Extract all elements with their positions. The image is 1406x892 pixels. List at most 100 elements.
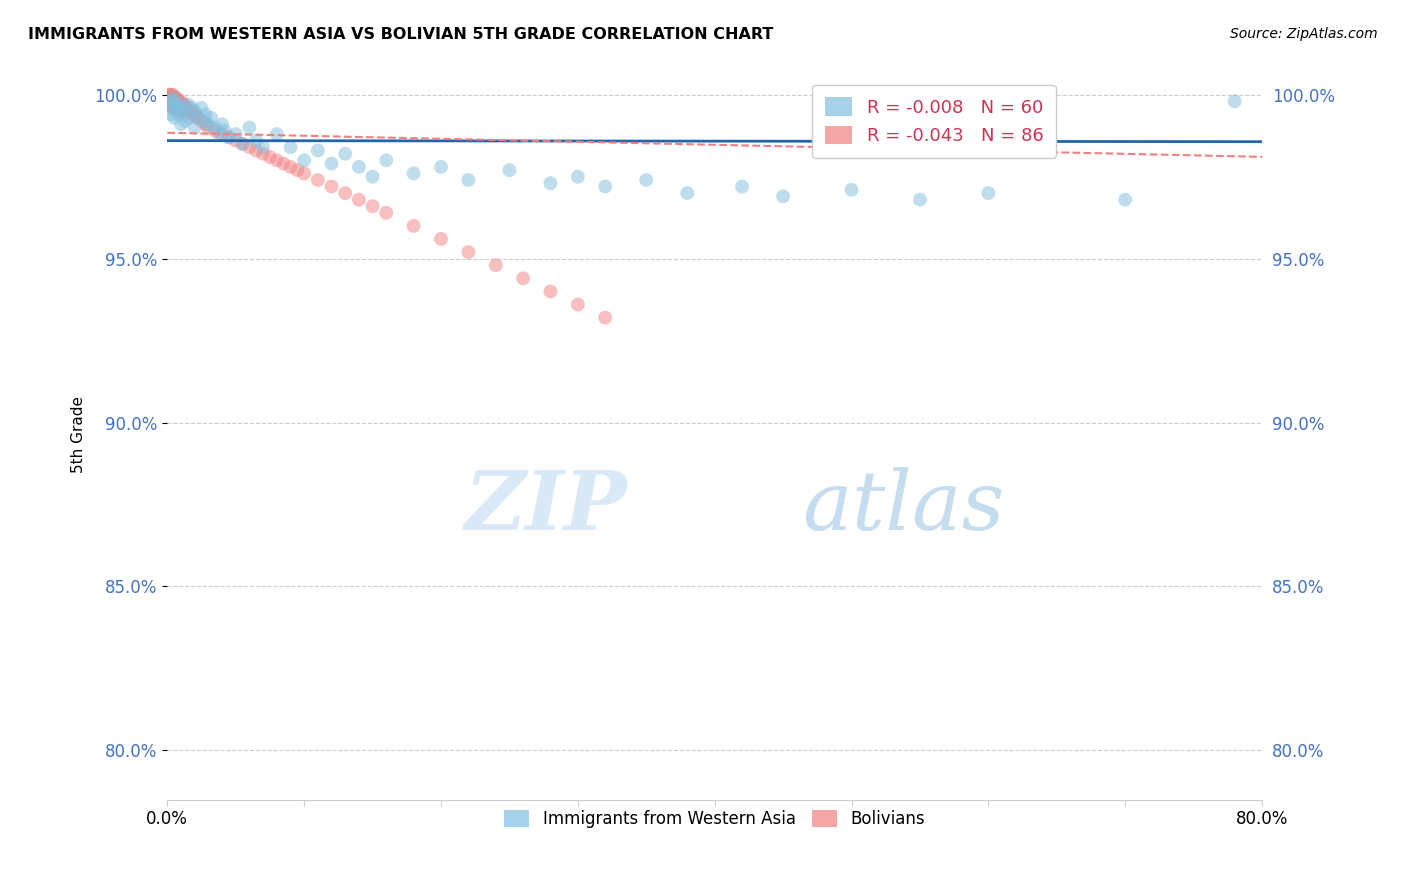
Point <box>167 95 190 109</box>
Text: atlas: atlas <box>803 467 1005 547</box>
Point <box>162 91 184 105</box>
Point <box>179 104 201 119</box>
Point <box>190 101 212 115</box>
Point <box>273 156 295 170</box>
Point <box>179 111 201 125</box>
Point <box>160 97 183 112</box>
Point <box>214 124 236 138</box>
Point <box>540 176 562 190</box>
Point <box>252 140 274 154</box>
Point <box>157 95 180 109</box>
Point <box>1223 95 1246 109</box>
Point <box>402 166 425 180</box>
Point <box>160 91 183 105</box>
Text: ZIP: ZIP <box>464 467 627 547</box>
Point <box>375 153 398 168</box>
Point <box>162 101 184 115</box>
Point <box>174 101 197 115</box>
Point <box>181 101 204 115</box>
Point <box>159 101 181 115</box>
Point <box>232 136 254 151</box>
Point <box>218 130 240 145</box>
Point <box>676 186 699 200</box>
Point <box>177 101 200 115</box>
Point <box>194 107 217 121</box>
Point <box>183 120 205 135</box>
Point <box>636 173 658 187</box>
Point <box>166 104 188 119</box>
Text: Source: ZipAtlas.com: Source: ZipAtlas.com <box>1230 27 1378 41</box>
Point <box>841 183 863 197</box>
Point <box>245 134 267 148</box>
Point <box>485 258 508 272</box>
Point <box>197 117 219 131</box>
Point <box>163 97 186 112</box>
Point <box>169 107 191 121</box>
Point <box>200 111 222 125</box>
Point <box>162 91 184 105</box>
Point <box>540 285 562 299</box>
Point <box>169 97 191 112</box>
Point <box>173 104 195 119</box>
Text: IMMIGRANTS FROM WESTERN ASIA VS BOLIVIAN 5TH GRADE CORRELATION CHART: IMMIGRANTS FROM WESTERN ASIA VS BOLIVIAN… <box>28 27 773 42</box>
Point <box>190 114 212 128</box>
Point <box>167 101 190 115</box>
Point <box>183 107 205 121</box>
Point <box>170 97 193 112</box>
Point <box>1114 193 1136 207</box>
Point <box>163 111 186 125</box>
Point <box>225 127 247 141</box>
Point <box>321 156 343 170</box>
Point <box>347 160 370 174</box>
Point <box>167 97 190 112</box>
Point <box>166 91 188 105</box>
Point <box>266 153 288 168</box>
Point <box>159 91 181 105</box>
Point <box>165 101 187 115</box>
Point <box>259 150 281 164</box>
Point <box>266 127 288 141</box>
Point <box>208 127 231 141</box>
Point <box>908 193 931 207</box>
Point <box>211 117 233 131</box>
Point <box>772 189 794 203</box>
Point <box>183 104 205 119</box>
Point <box>157 91 180 105</box>
Point <box>245 144 267 158</box>
Point <box>172 97 194 112</box>
Point <box>162 91 184 105</box>
Point <box>225 134 247 148</box>
Point <box>170 101 193 115</box>
Point <box>186 111 208 125</box>
Point <box>160 87 183 102</box>
Point <box>165 97 187 112</box>
Point <box>186 111 208 125</box>
Point <box>280 140 302 154</box>
Point <box>165 95 187 109</box>
Point <box>307 173 329 187</box>
Point <box>292 153 315 168</box>
Point <box>163 97 186 112</box>
Point <box>159 91 181 105</box>
Point <box>162 87 184 102</box>
Point <box>163 101 186 115</box>
Point <box>157 87 180 102</box>
Point <box>361 169 384 184</box>
Point <box>567 297 589 311</box>
Point <box>177 97 200 112</box>
Point <box>292 166 315 180</box>
Point <box>181 104 204 119</box>
Point <box>430 232 453 246</box>
Point <box>457 173 479 187</box>
Point <box>170 117 193 131</box>
Point <box>335 186 357 200</box>
Point <box>593 310 616 325</box>
Point <box>173 97 195 112</box>
Point <box>172 101 194 115</box>
Point <box>512 271 534 285</box>
Point <box>159 97 181 112</box>
Point <box>252 146 274 161</box>
Point <box>166 97 188 112</box>
Y-axis label: 5th Grade: 5th Grade <box>72 395 86 473</box>
Point <box>170 95 193 109</box>
